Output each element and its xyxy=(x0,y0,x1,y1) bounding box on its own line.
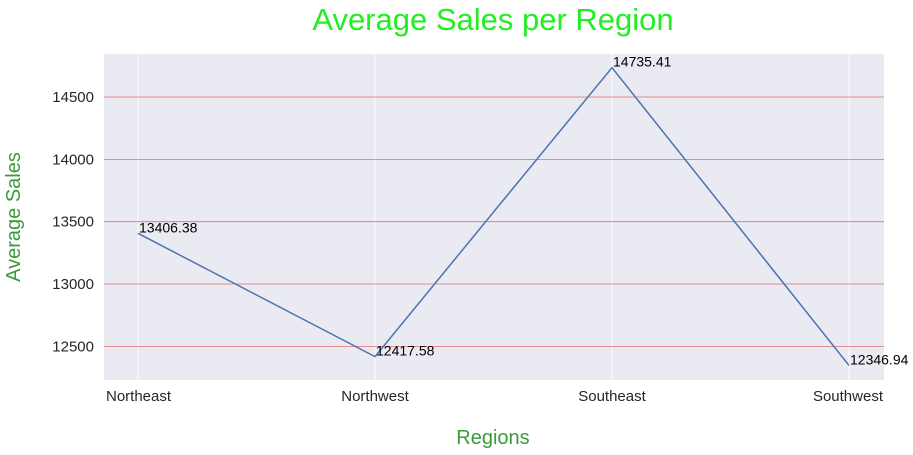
x-tick-label: Northeast xyxy=(106,388,172,405)
x-axis-label: Regions xyxy=(456,427,529,449)
y-tick-label: 13500 xyxy=(52,214,94,231)
plot-area-background xyxy=(104,54,884,380)
series-line xyxy=(137,66,850,366)
chart-title: Average Sales per Region xyxy=(312,2,673,37)
data-label: 12417.58 xyxy=(376,343,435,359)
x-tick-label: Southwest xyxy=(813,388,884,405)
data-label: 12346.94 xyxy=(850,351,909,367)
y-tick-label: 14500 xyxy=(52,89,94,106)
x-tick-label: Northwest xyxy=(341,388,409,405)
y-tick-label: 13000 xyxy=(52,276,94,293)
data-label: 13406.38 xyxy=(139,219,198,235)
x-tick-label: Southeast xyxy=(578,388,646,405)
y-axis-label: Average Sales xyxy=(3,152,25,282)
data-label: 14735.41 xyxy=(613,54,672,70)
y-tick-label: 14000 xyxy=(52,151,94,168)
y-tick-label: 12500 xyxy=(52,338,94,355)
